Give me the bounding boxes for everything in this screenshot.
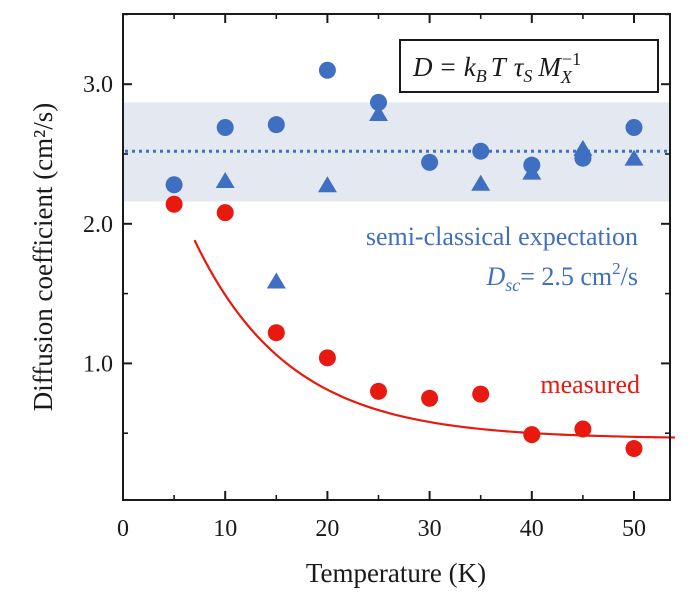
series-1 (215, 104, 644, 289)
data-point (523, 426, 541, 444)
data-point (216, 118, 234, 136)
data-point (318, 61, 336, 79)
data-point (318, 349, 336, 367)
x-tick-label: 0 (117, 516, 129, 542)
y-tick-label: 1.0 (83, 351, 113, 377)
data-point-triangle (266, 272, 286, 289)
x-tick-label: 20 (315, 516, 339, 542)
x-tick-label: 10 (213, 516, 237, 542)
plot-frame (122, 13, 671, 501)
y-axis-title: Diffusion coefficient (cm²/s) (28, 103, 58, 412)
fit-curve (193, 239, 675, 439)
expectation-value-label: Dsc= 2.5 cm2/s (485, 259, 638, 295)
data-point (216, 204, 234, 222)
data-point (574, 420, 592, 438)
data-point (267, 324, 285, 342)
series-2 (165, 195, 643, 458)
data-point-triangle (471, 174, 491, 191)
axis-ticks: 0 10 20 30 40 50 1.0 2.0 3.0 (83, 13, 670, 542)
data-point-triangle (215, 172, 235, 188)
x-axis-title: Temperature (K) (306, 558, 486, 588)
y-tick-label: 3.0 (83, 72, 113, 98)
x-tick-label: 30 (418, 516, 442, 542)
series-0 (165, 61, 643, 194)
data-point-triangle (624, 149, 644, 166)
data-point-triangle (573, 139, 593, 156)
data-point (472, 142, 490, 160)
plot-area (125, 61, 675, 458)
x-tick-label: 40 (520, 516, 544, 542)
data-point (165, 195, 183, 213)
data-point (267, 116, 285, 134)
data-point (370, 382, 387, 400)
data-point (165, 176, 183, 194)
data-point (625, 118, 643, 136)
data-point (421, 389, 439, 407)
y-tick-label: 2.0 (83, 212, 113, 238)
data-point (472, 385, 490, 403)
data-point (625, 440, 643, 458)
expectation-label: semi-classical expectation (366, 222, 638, 251)
data-point (421, 153, 439, 171)
data-point-triangle (369, 104, 388, 121)
data-point-triangle (522, 163, 542, 180)
data-point (370, 93, 387, 111)
x-tick-label: 50 (622, 516, 646, 542)
data-point-triangle (317, 176, 337, 193)
measured-label: measured (540, 370, 640, 399)
